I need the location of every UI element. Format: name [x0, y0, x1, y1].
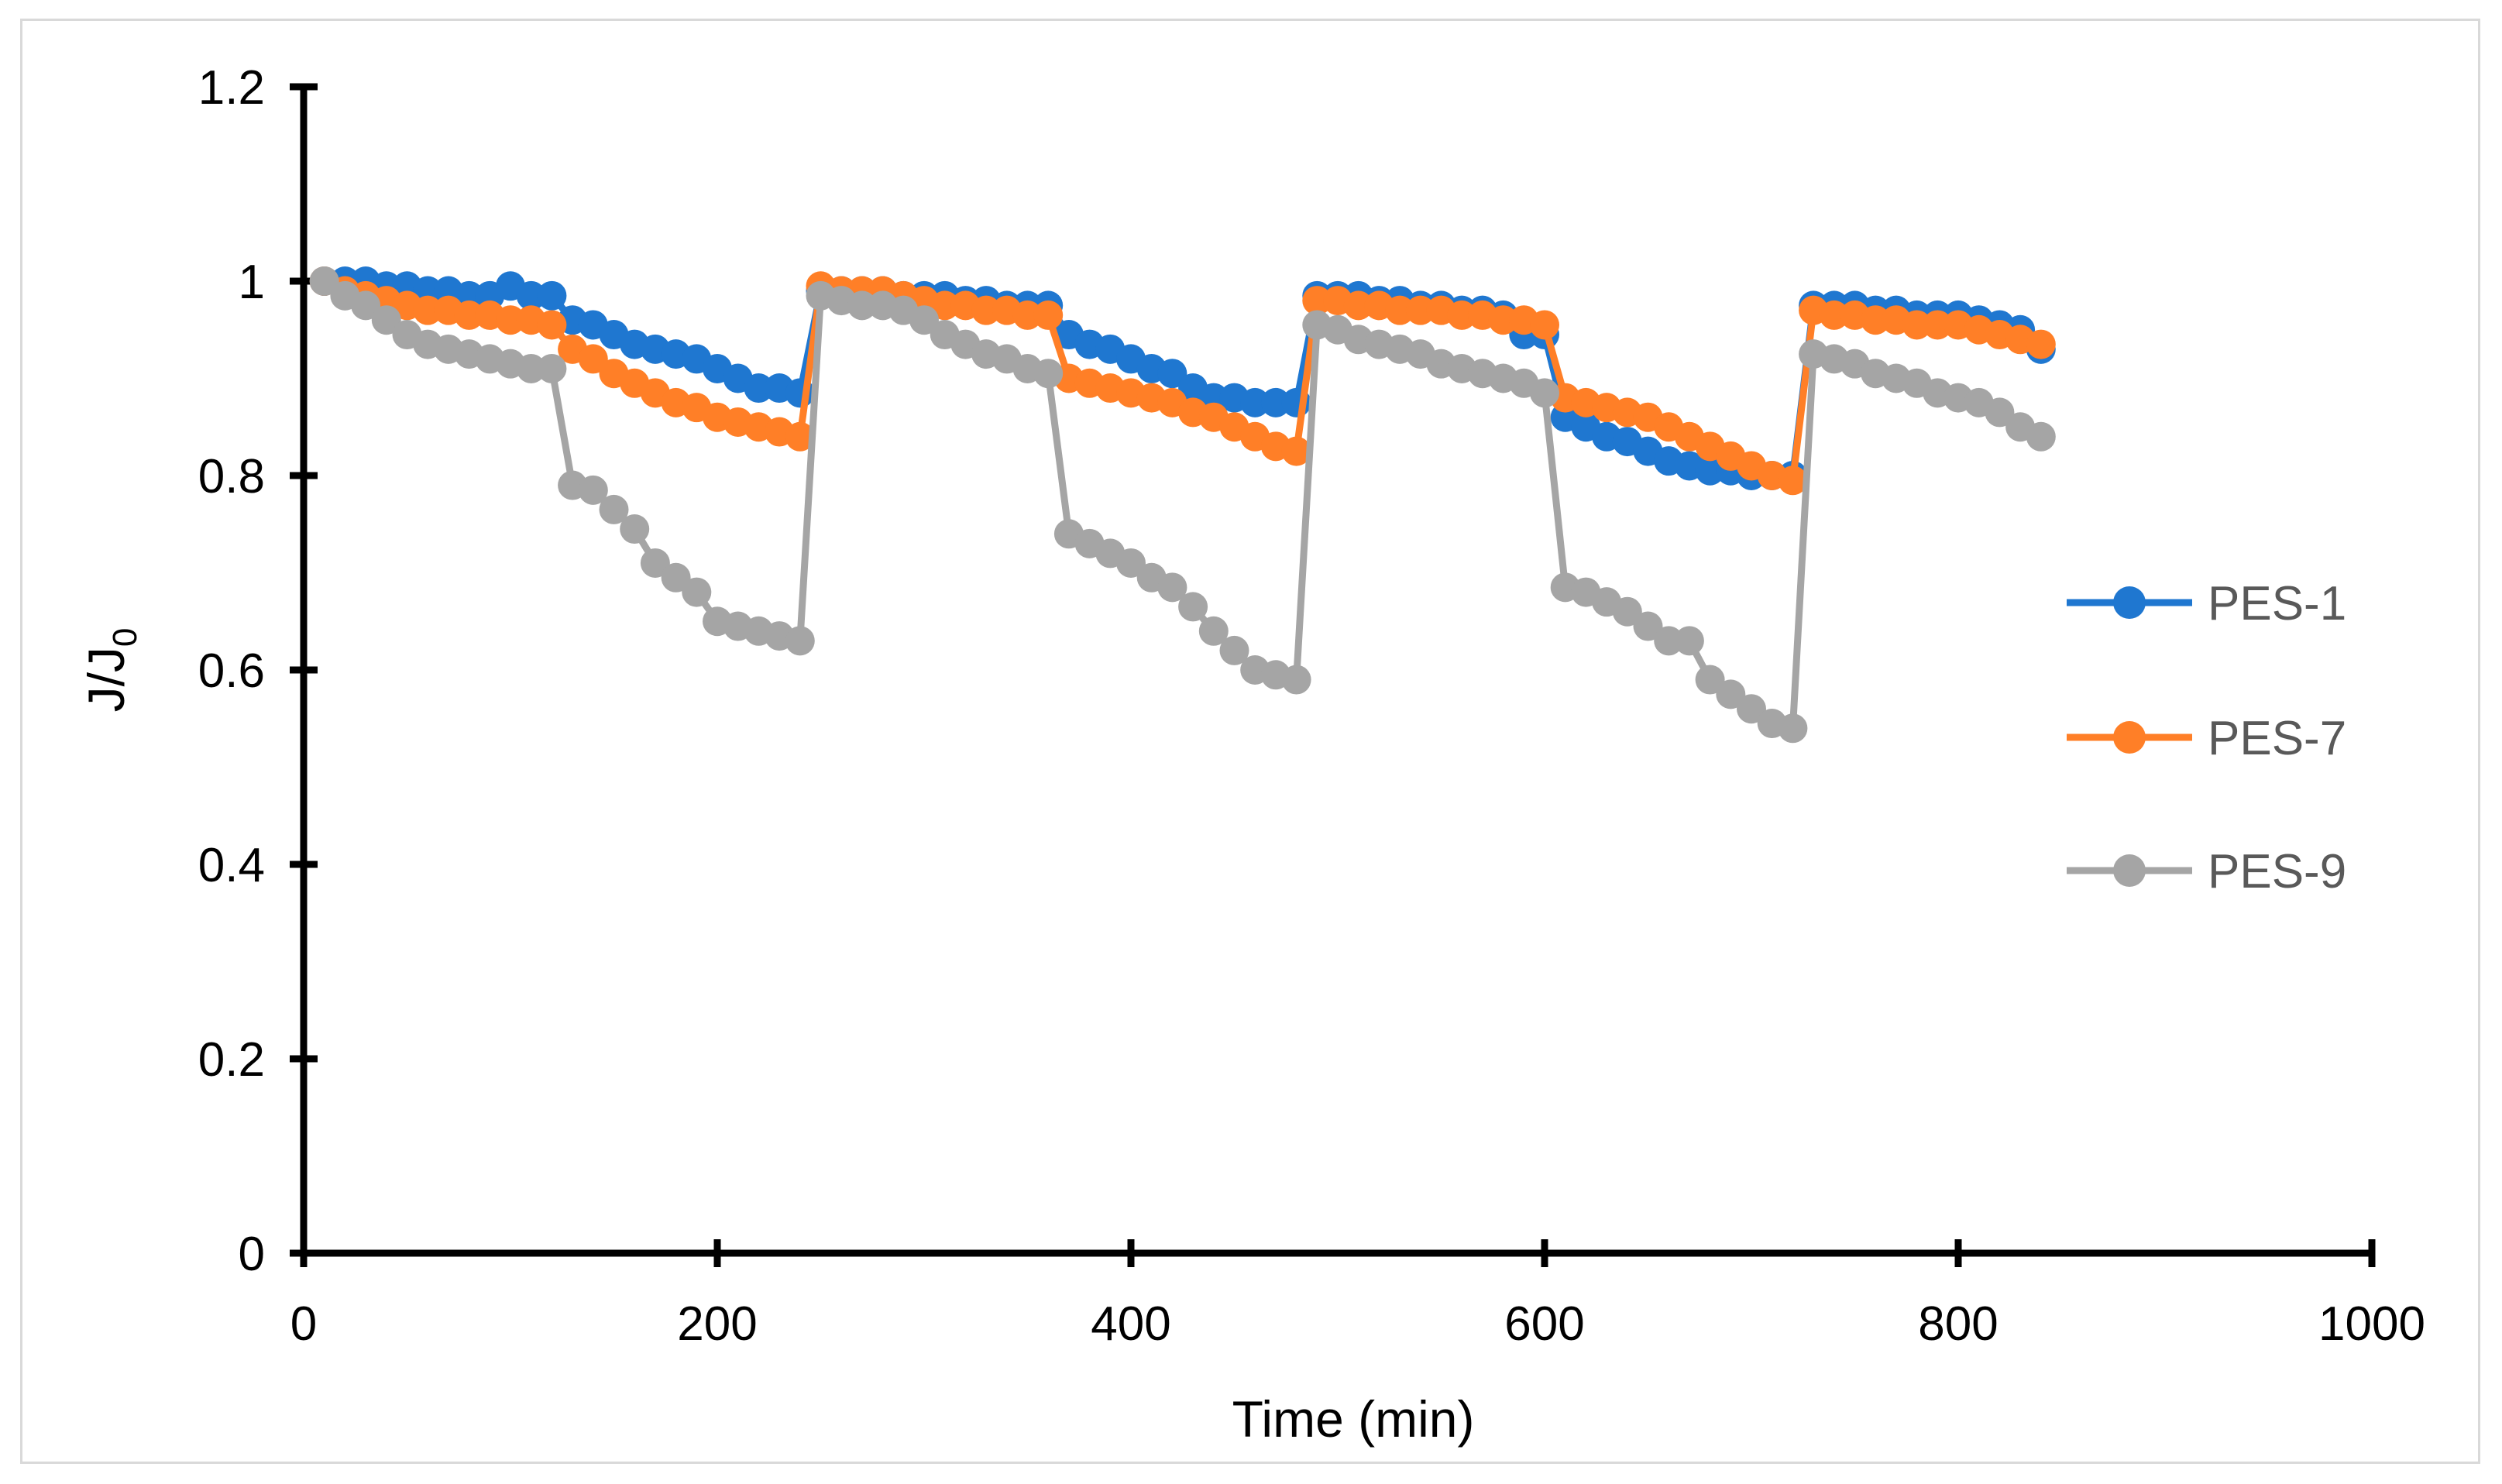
series-pes-7 [309, 266, 2056, 496]
legend-marker [2113, 721, 2146, 754]
data-point [413, 295, 443, 325]
data-point [1923, 310, 1953, 340]
data-point [1157, 359, 1187, 389]
series-layer [309, 266, 2056, 744]
y-tick-label: 0.6 [198, 644, 265, 698]
data-point [309, 266, 339, 296]
data-point [496, 305, 525, 335]
data-point [1737, 694, 1766, 724]
data-point [1116, 548, 1146, 578]
data-point [1695, 455, 1725, 486]
y-tick-label: 0.8 [198, 450, 265, 503]
data-point [1302, 286, 1332, 316]
data-point [516, 280, 546, 311]
data-point [1695, 665, 1725, 695]
legend-label: PES-7 [2208, 712, 2346, 765]
data-point [578, 344, 608, 374]
data-point [578, 475, 608, 505]
data-point [1530, 310, 1559, 340]
data-point [620, 514, 650, 544]
legend-marker [2113, 854, 2146, 887]
data-point [1281, 665, 1311, 695]
data-point [1674, 626, 1704, 656]
y-tick-label: 0.4 [198, 839, 265, 892]
data-point [2026, 421, 2056, 452]
data-point [930, 290, 960, 321]
data-point [454, 300, 484, 330]
data-point [661, 562, 691, 593]
data-point [1033, 300, 1064, 330]
data-point [682, 577, 712, 607]
data-point [1343, 290, 1373, 321]
y-tick-label: 0 [239, 1228, 265, 1281]
data-point [640, 548, 670, 578]
data-point [1447, 300, 1477, 330]
data-point [1530, 378, 1559, 408]
data-point [1157, 572, 1187, 603]
chart-frame [20, 19, 2480, 1464]
data-point [1405, 295, 1435, 325]
data-point [1778, 713, 1808, 744]
data-point [1012, 300, 1043, 330]
y-axis-title: J/J0 [77, 628, 144, 713]
legend-marker [2113, 586, 2146, 619]
y-tick-label: 1 [239, 256, 265, 309]
data-point [1178, 592, 1208, 622]
x-tick-label: 0 [290, 1297, 317, 1351]
data-point [847, 290, 877, 321]
data-point [744, 373, 774, 404]
data-point [1033, 359, 1064, 389]
y-axis-title-main: J/J [77, 647, 135, 712]
data-point [1198, 616, 1229, 646]
legend-item-pes-1: PES-1 [2067, 577, 2346, 630]
data-point [1260, 387, 1291, 417]
x-tick-label: 200 [677, 1297, 757, 1351]
data-point [1281, 436, 1311, 466]
series-pes-9 [309, 266, 2056, 744]
data-point [1633, 611, 1663, 641]
data-point [537, 353, 567, 383]
x-tick-label: 400 [1091, 1297, 1170, 1351]
axes: 0 0.2 0.4 0.6 0.8 1 1.2 0 200 400 600 800 1000 [198, 61, 2425, 1351]
data-point [1385, 295, 1415, 325]
legend-item-pes-7: PES-7 [2067, 712, 2346, 765]
legend-label: PES-1 [2208, 577, 2346, 630]
data-point [1219, 635, 1249, 665]
data-point [2026, 329, 2056, 359]
data-point [1985, 397, 2015, 428]
data-point [1488, 305, 1518, 335]
data-point [599, 494, 629, 524]
data-point [516, 353, 546, 383]
data-point [537, 280, 567, 311]
x-axis-title: Time (min) [1232, 1390, 1475, 1448]
data-point [1778, 465, 1808, 496]
data-point [1654, 626, 1684, 656]
data-point [1861, 305, 1891, 335]
data-point [909, 305, 939, 335]
y-tick-label: 0.2 [198, 1033, 265, 1087]
data-point [1240, 387, 1270, 417]
data-point [971, 295, 1002, 325]
x-tick-label: 600 [1504, 1297, 1584, 1351]
y-tick-label: 1.2 [198, 61, 265, 115]
x-tick-label: 1000 [2318, 1297, 2425, 1351]
legend: PES-1 PES-7 PES-9 [2067, 577, 2346, 898]
legend-label: PES-9 [2208, 845, 2346, 898]
data-point [1716, 679, 1746, 709]
data-point [785, 421, 815, 452]
data-point [537, 310, 567, 340]
y-axis-title-subscript: 0 [106, 628, 144, 647]
x-tick-label: 800 [1918, 1297, 1998, 1351]
data-point [1612, 596, 1642, 627]
data-point [1902, 310, 1932, 340]
data-point [371, 305, 401, 335]
data-point [1819, 300, 1849, 330]
legend-item-pes-9: PES-9 [2067, 845, 2346, 898]
data-point [785, 626, 815, 656]
data-point [351, 290, 381, 321]
